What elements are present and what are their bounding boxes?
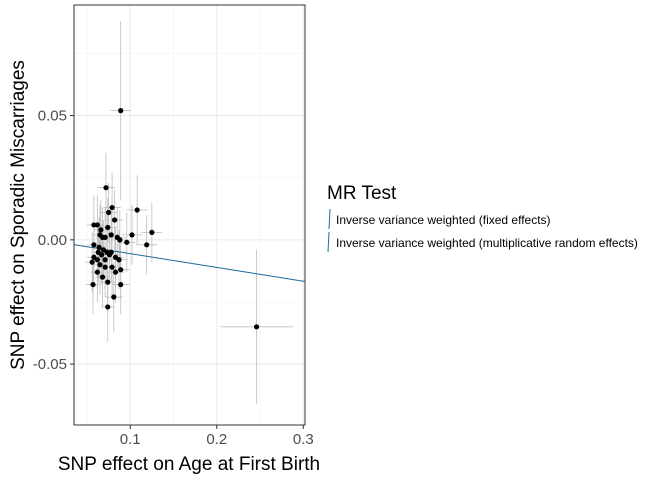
y-tick-label: -0.05 — [33, 356, 67, 373]
data-point — [112, 254, 119, 260]
x-tick-label: 0.2 — [206, 431, 227, 448]
data-point — [99, 252, 105, 258]
data-point — [117, 237, 123, 243]
legend-label-random-effects: Inverse variance weighted (multiplicativ… — [336, 236, 638, 250]
x-axis-ticks: 0.1 0.2 0.3 — [120, 425, 314, 448]
data-point — [109, 204, 115, 211]
legend-label-fixed-effects: Inverse variance weighted (fixed effects… — [336, 213, 551, 227]
data-point — [149, 229, 155, 235]
data-point — [94, 257, 100, 263]
data-point — [97, 232, 103, 238]
data-point — [105, 279, 111, 285]
data-point — [129, 232, 135, 238]
data-point — [94, 269, 100, 275]
data-point — [91, 242, 97, 248]
y-tick-label: 0.00 — [38, 232, 67, 249]
x-tick-label: 0.3 — [293, 431, 314, 448]
data-point — [112, 217, 118, 223]
panel-background — [74, 5, 305, 425]
data-point — [111, 294, 117, 300]
data-point — [89, 259, 95, 265]
legend-key-random-effects — [327, 231, 330, 253]
data-point — [106, 252, 113, 258]
data-point — [97, 262, 103, 268]
data-point — [118, 267, 124, 273]
x-axis-title: SNP effect on Age at First Birth — [58, 454, 320, 475]
data-point — [118, 108, 124, 114]
legend-title: MR Test — [327, 183, 397, 204]
grid-lines — [74, 5, 305, 425]
data-point — [108, 232, 114, 238]
data-point — [90, 281, 96, 288]
data-point — [99, 274, 106, 280]
data-point — [102, 234, 108, 240]
data-point — [109, 264, 115, 270]
plot-panel — [73, 4, 306, 426]
data-point — [124, 239, 130, 245]
data-point — [106, 209, 112, 216]
data-point — [105, 304, 111, 310]
data-point — [144, 242, 150, 248]
data-point — [102, 257, 108, 263]
y-axis-title: SNP effect on Sporadic Miscarriages — [8, 60, 29, 370]
legend: MR Test Inverse variance weighted (fixed… — [327, 183, 638, 253]
data-point — [134, 207, 140, 213]
panel-border — [73, 4, 306, 426]
data-point — [96, 244, 102, 250]
data-point — [253, 324, 260, 330]
legend-key-fixed-effects — [328, 208, 331, 230]
x-tick-label: 0.1 — [120, 431, 141, 448]
data-point — [118, 281, 124, 288]
data-point — [98, 227, 104, 233]
y-axis-ticks: -0.05 0.00 0.05 — [33, 108, 74, 373]
data-point — [112, 269, 119, 275]
data-points — [89, 108, 260, 330]
data-point — [91, 222, 97, 228]
data-point — [105, 224, 111, 231]
data-point — [102, 264, 108, 270]
data-point — [103, 185, 109, 191]
y-tick-label: 0.05 — [38, 108, 67, 125]
